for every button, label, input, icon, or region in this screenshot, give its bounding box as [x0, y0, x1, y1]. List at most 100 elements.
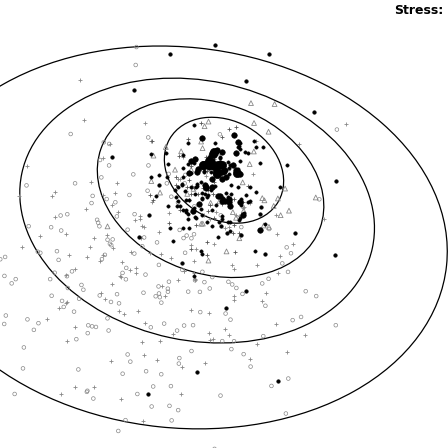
Point	[226, 228, 233, 235]
Point	[107, 358, 114, 365]
Point	[191, 275, 198, 282]
Point	[164, 285, 172, 292]
Point	[236, 229, 243, 237]
Point	[80, 286, 87, 293]
Point	[276, 253, 284, 260]
Point	[218, 168, 225, 175]
Point	[224, 218, 231, 225]
Point	[222, 166, 229, 173]
Point	[236, 157, 243, 164]
Point	[176, 354, 183, 362]
Point	[235, 138, 242, 146]
Point	[110, 245, 117, 252]
Point	[213, 209, 220, 216]
Point	[220, 170, 228, 177]
Point	[229, 209, 237, 216]
Point	[224, 229, 231, 237]
Point	[158, 283, 165, 290]
Point	[205, 257, 212, 264]
Point	[270, 202, 277, 210]
Point	[206, 153, 213, 160]
Point	[222, 310, 229, 317]
Point	[238, 201, 245, 208]
Point	[225, 166, 233, 173]
Point	[216, 167, 223, 174]
Point	[236, 235, 243, 242]
Point	[8, 280, 15, 287]
Point	[210, 166, 217, 173]
Point	[90, 395, 97, 402]
Point	[221, 167, 228, 174]
Point	[193, 214, 200, 221]
Point	[184, 136, 191, 143]
Point	[203, 252, 210, 259]
Point	[194, 180, 201, 187]
Point	[310, 108, 317, 116]
Point	[233, 284, 240, 292]
Point	[216, 198, 223, 205]
Point	[233, 124, 240, 131]
Point	[194, 165, 202, 172]
Point	[185, 211, 192, 218]
Point	[84, 253, 91, 260]
Point	[152, 193, 159, 200]
Point	[244, 183, 251, 190]
Point	[146, 249, 154, 256]
Point	[204, 160, 211, 168]
Point	[72, 266, 79, 273]
Point	[78, 281, 85, 289]
Point	[242, 148, 249, 155]
Point	[201, 123, 208, 130]
Point	[201, 211, 208, 218]
Point	[252, 143, 259, 150]
Point	[236, 142, 243, 150]
Point	[187, 170, 194, 177]
Point	[148, 151, 155, 158]
Point	[258, 280, 266, 287]
Point	[200, 185, 207, 192]
Point	[100, 139, 108, 146]
Point	[198, 189, 206, 196]
Point	[75, 366, 82, 373]
Point	[174, 184, 181, 191]
Point	[83, 388, 90, 396]
Point	[134, 390, 141, 397]
Point	[333, 126, 340, 133]
Point	[186, 196, 193, 203]
Point	[100, 192, 107, 199]
Point	[187, 191, 194, 198]
Point	[246, 183, 254, 190]
Point	[209, 176, 216, 183]
Point	[206, 337, 213, 344]
Point	[214, 234, 221, 241]
Point	[217, 211, 224, 219]
Point	[165, 219, 172, 226]
Point	[216, 131, 224, 138]
Point	[238, 224, 245, 231]
Point	[119, 269, 126, 276]
Point	[254, 340, 261, 348]
Point	[283, 244, 290, 251]
Point	[313, 293, 320, 300]
Point	[181, 267, 188, 274]
Point	[200, 161, 207, 168]
Point	[187, 184, 194, 191]
Point	[72, 180, 79, 187]
Point	[134, 307, 142, 314]
Point	[216, 193, 224, 200]
Point	[312, 194, 319, 201]
Point	[181, 249, 189, 256]
Point	[51, 189, 58, 196]
Point	[207, 164, 214, 171]
Point	[284, 161, 291, 168]
Point	[181, 188, 189, 195]
Point	[67, 130, 74, 138]
Point	[246, 198, 253, 205]
Point	[71, 383, 78, 390]
Point	[164, 202, 172, 210]
Point	[140, 289, 147, 296]
Point	[191, 185, 198, 192]
Point	[187, 241, 194, 248]
Point	[183, 232, 190, 239]
Point	[172, 181, 179, 189]
